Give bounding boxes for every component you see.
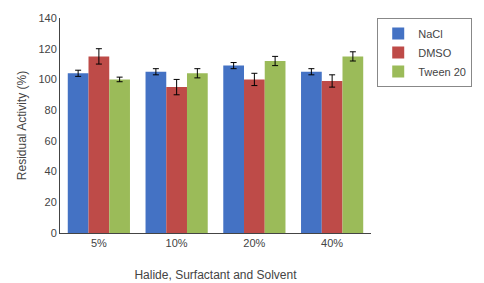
svg-text:80: 80 <box>45 104 57 116</box>
svg-text:20: 20 <box>45 196 57 208</box>
svg-text:20%: 20% <box>243 237 265 249</box>
svg-text:100: 100 <box>38 73 56 85</box>
svg-text:Halide, Surfactant and Solvent: Halide, Surfactant and Solvent <box>134 268 297 282</box>
svg-text:120: 120 <box>38 43 56 55</box>
svg-text:40%: 40% <box>321 237 343 249</box>
svg-text:0: 0 <box>51 227 57 239</box>
svg-text:140: 140 <box>38 12 56 24</box>
svg-text:Tween 20: Tween 20 <box>418 66 466 78</box>
svg-text:NaCl: NaCl <box>418 28 442 40</box>
svg-text:5%: 5% <box>91 237 107 249</box>
svg-text:Residual Activity (%): Residual Activity (%) <box>15 71 29 180</box>
svg-text:60: 60 <box>45 135 57 147</box>
svg-text:10%: 10% <box>166 237 188 249</box>
svg-text:DMSO: DMSO <box>418 47 451 59</box>
svg-text:40: 40 <box>45 165 57 177</box>
